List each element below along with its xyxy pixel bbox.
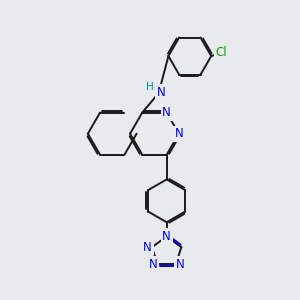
Text: N: N [162,230,171,243]
Text: N: N [149,258,158,271]
Text: Cl: Cl [216,46,227,59]
Text: H: H [146,82,154,92]
Text: N: N [176,258,184,271]
Text: N: N [157,86,165,99]
Text: N: N [143,241,152,254]
Text: N: N [175,127,183,140]
Text: N: N [162,106,171,119]
